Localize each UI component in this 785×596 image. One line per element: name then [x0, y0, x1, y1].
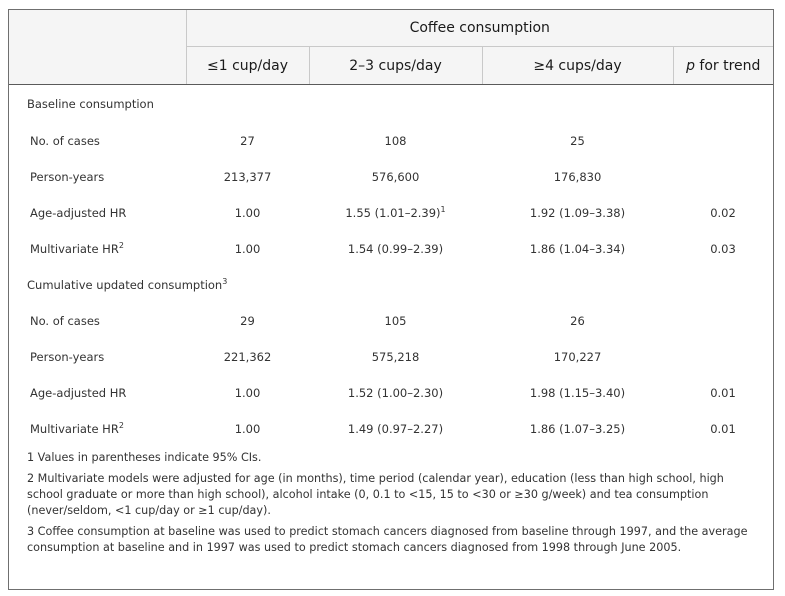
- header-columns-row: ≤1 cup/day 2–3 cups/day ≥4 cups/day p fo…: [9, 46, 773, 85]
- row-label: Multivariate HR: [30, 242, 119, 256]
- cell-value: 576,600: [371, 170, 420, 184]
- column-header-1: ≤1 cup/day: [186, 46, 310, 85]
- cell-value: 1.55 (1.01–2.39): [345, 206, 441, 220]
- cell-2-3-cups: 1.54 (0.99–2.39): [309, 231, 482, 267]
- section-title: Cumulative updated consumption: [27, 278, 223, 292]
- column-header-trend: p for trend: [673, 46, 773, 85]
- cell-le1-cup: 213,377: [223, 170, 272, 184]
- cell-le1-cup: 221,362: [223, 350, 272, 364]
- cell-p-trend: 0.03: [710, 242, 736, 256]
- table-body: Baseline consumption No. of cases 27 108 25 P…: [9, 85, 773, 448]
- cell-value: 1.52 (1.00–2.30): [347, 386, 444, 400]
- cell-ge4-cups: 1.86 (1.07–3.25): [529, 422, 626, 436]
- row-label: Multivariate HR: [30, 422, 119, 436]
- table-row: Age-adjusted HR 1.00 1.52 (1.00–2.30) 1.98 …: [9, 375, 773, 411]
- header-stub-cell: [9, 10, 187, 47]
- footnote-ref: 3: [222, 277, 228, 287]
- cell-ge4-cups: 1.92 (1.09–3.38): [529, 206, 626, 220]
- cell-value: 108: [384, 134, 407, 148]
- row-label: Person-years: [30, 170, 105, 184]
- table-row: Age-adjusted HR 1.00 1.55 (1.01–2.39)1 1.92…: [9, 195, 773, 231]
- column-header-3: ≥4 cups/day: [482, 46, 674, 85]
- cell-2-3-cups: 1.49 (0.97–2.27): [309, 411, 482, 447]
- row-label: Person-years: [30, 350, 105, 364]
- cell-le1-cup: 1.00: [234, 422, 261, 436]
- footnote-1: 1 Values in parentheses indicate 95% CIs…: [27, 451, 262, 464]
- cell-value: 1.49 (0.97–2.27): [347, 422, 444, 436]
- cell-p-trend: [673, 159, 773, 195]
- cell-2-3-cups: 1.52 (1.00–2.30): [309, 375, 482, 411]
- footnote-2: 2 Multivariate models were adjusted for …: [27, 472, 724, 517]
- table-row: Multivariate HR2 1.00 1.49 (0.97–2.27) 1.86…: [9, 411, 773, 447]
- results-table: Coffee consumption ≤1 cup/day 2–3 cups/d…: [9, 10, 773, 447]
- row-label-cell: No. of cases: [9, 123, 186, 159]
- cell-value: 105: [384, 314, 407, 328]
- row-label-cell: Multivariate HR2: [9, 411, 186, 447]
- section-title: Baseline consumption: [27, 97, 154, 111]
- section-title-cell: Baseline consumption: [9, 85, 773, 124]
- cell-p-trend: [673, 123, 773, 159]
- row-label-cell: Age-adjusted HR: [9, 195, 186, 231]
- cell-ge4-cups: 25: [570, 134, 585, 148]
- row-label-cell: No. of cases: [9, 303, 186, 339]
- trend-header-p: p: [686, 57, 695, 74]
- cell-2-3-cups: 575,218: [309, 339, 482, 375]
- table-row: Person-years 213,377 576,600 176,830: [9, 159, 773, 195]
- cell-p-trend: 0.01: [710, 386, 736, 400]
- row-label-cell: Multivariate HR2: [9, 231, 186, 267]
- footnote-ref: 1: [440, 205, 446, 215]
- row-label: No. of cases: [30, 314, 100, 328]
- cell-ge4-cups: 1.98 (1.15–3.40): [529, 386, 626, 400]
- row-label: No. of cases: [30, 134, 100, 148]
- table-row: No. of cases 29 105 26: [9, 303, 773, 339]
- cell-ge4-cups: 176,830: [553, 170, 602, 184]
- footnote-ref: 2: [118, 241, 124, 251]
- cell-p-trend: 0.01: [710, 422, 736, 436]
- cell-ge4-cups: 170,227: [553, 350, 602, 364]
- trend-header-rest: for trend: [694, 57, 761, 74]
- cell-p-trend: [673, 303, 773, 339]
- cell-p-trend: 0.02: [710, 206, 736, 220]
- cell-value: 1.54 (0.99–2.39): [347, 242, 444, 256]
- cell-p-trend: [673, 339, 773, 375]
- header-stub-cell-2: [9, 46, 187, 85]
- cell-value: 575,218: [371, 350, 420, 364]
- section-title-cell: Cumulative updated consumption3: [9, 267, 773, 303]
- row-label-cell: Person-years: [9, 159, 186, 195]
- cell-2-3-cups: 1.55 (1.01–2.39)1: [309, 195, 482, 231]
- cell-ge4-cups: 1.86 (1.04–3.34): [529, 242, 626, 256]
- section-row: Cumulative updated consumption3: [9, 267, 773, 303]
- table-frame: Coffee consumption ≤1 cup/day 2–3 cups/d…: [8, 9, 774, 590]
- table-row: No. of cases 27 108 25: [9, 123, 773, 159]
- footnote-ref: 2: [118, 421, 124, 431]
- cell-ge4-cups: 26: [570, 314, 585, 328]
- row-label-cell: Person-years: [9, 339, 186, 375]
- table-row: Multivariate HR2 1.00 1.54 (0.99–2.39) 1.86…: [9, 231, 773, 267]
- column-header-2: 2–3 cups/day: [309, 46, 483, 85]
- cell-le1-cup: 1.00: [234, 386, 261, 400]
- footnotes: 1 Values in parentheses indicate 95% CIs…: [9, 447, 773, 556]
- group-header: Coffee consumption: [186, 10, 773, 47]
- cell-le1-cup: 29: [240, 314, 255, 328]
- row-label: Age-adjusted HR: [30, 206, 127, 220]
- row-label-cell: Age-adjusted HR: [9, 375, 186, 411]
- cell-le1-cup: 1.00: [234, 206, 261, 220]
- row-label: Age-adjusted HR: [30, 386, 127, 400]
- footnote-3: 3 Coffee consumption at baseline was use…: [27, 525, 748, 554]
- cell-le1-cup: 27: [240, 134, 255, 148]
- cell-2-3-cups: 576,600: [309, 159, 482, 195]
- section-row: Baseline consumption: [9, 85, 773, 124]
- cell-2-3-cups: 108: [309, 123, 482, 159]
- header-group-row: Coffee consumption: [9, 10, 773, 47]
- cell-2-3-cups: 105: [309, 303, 482, 339]
- table-row: Person-years 221,362 575,218 170,227: [9, 339, 773, 375]
- cell-le1-cup: 1.00: [234, 242, 261, 256]
